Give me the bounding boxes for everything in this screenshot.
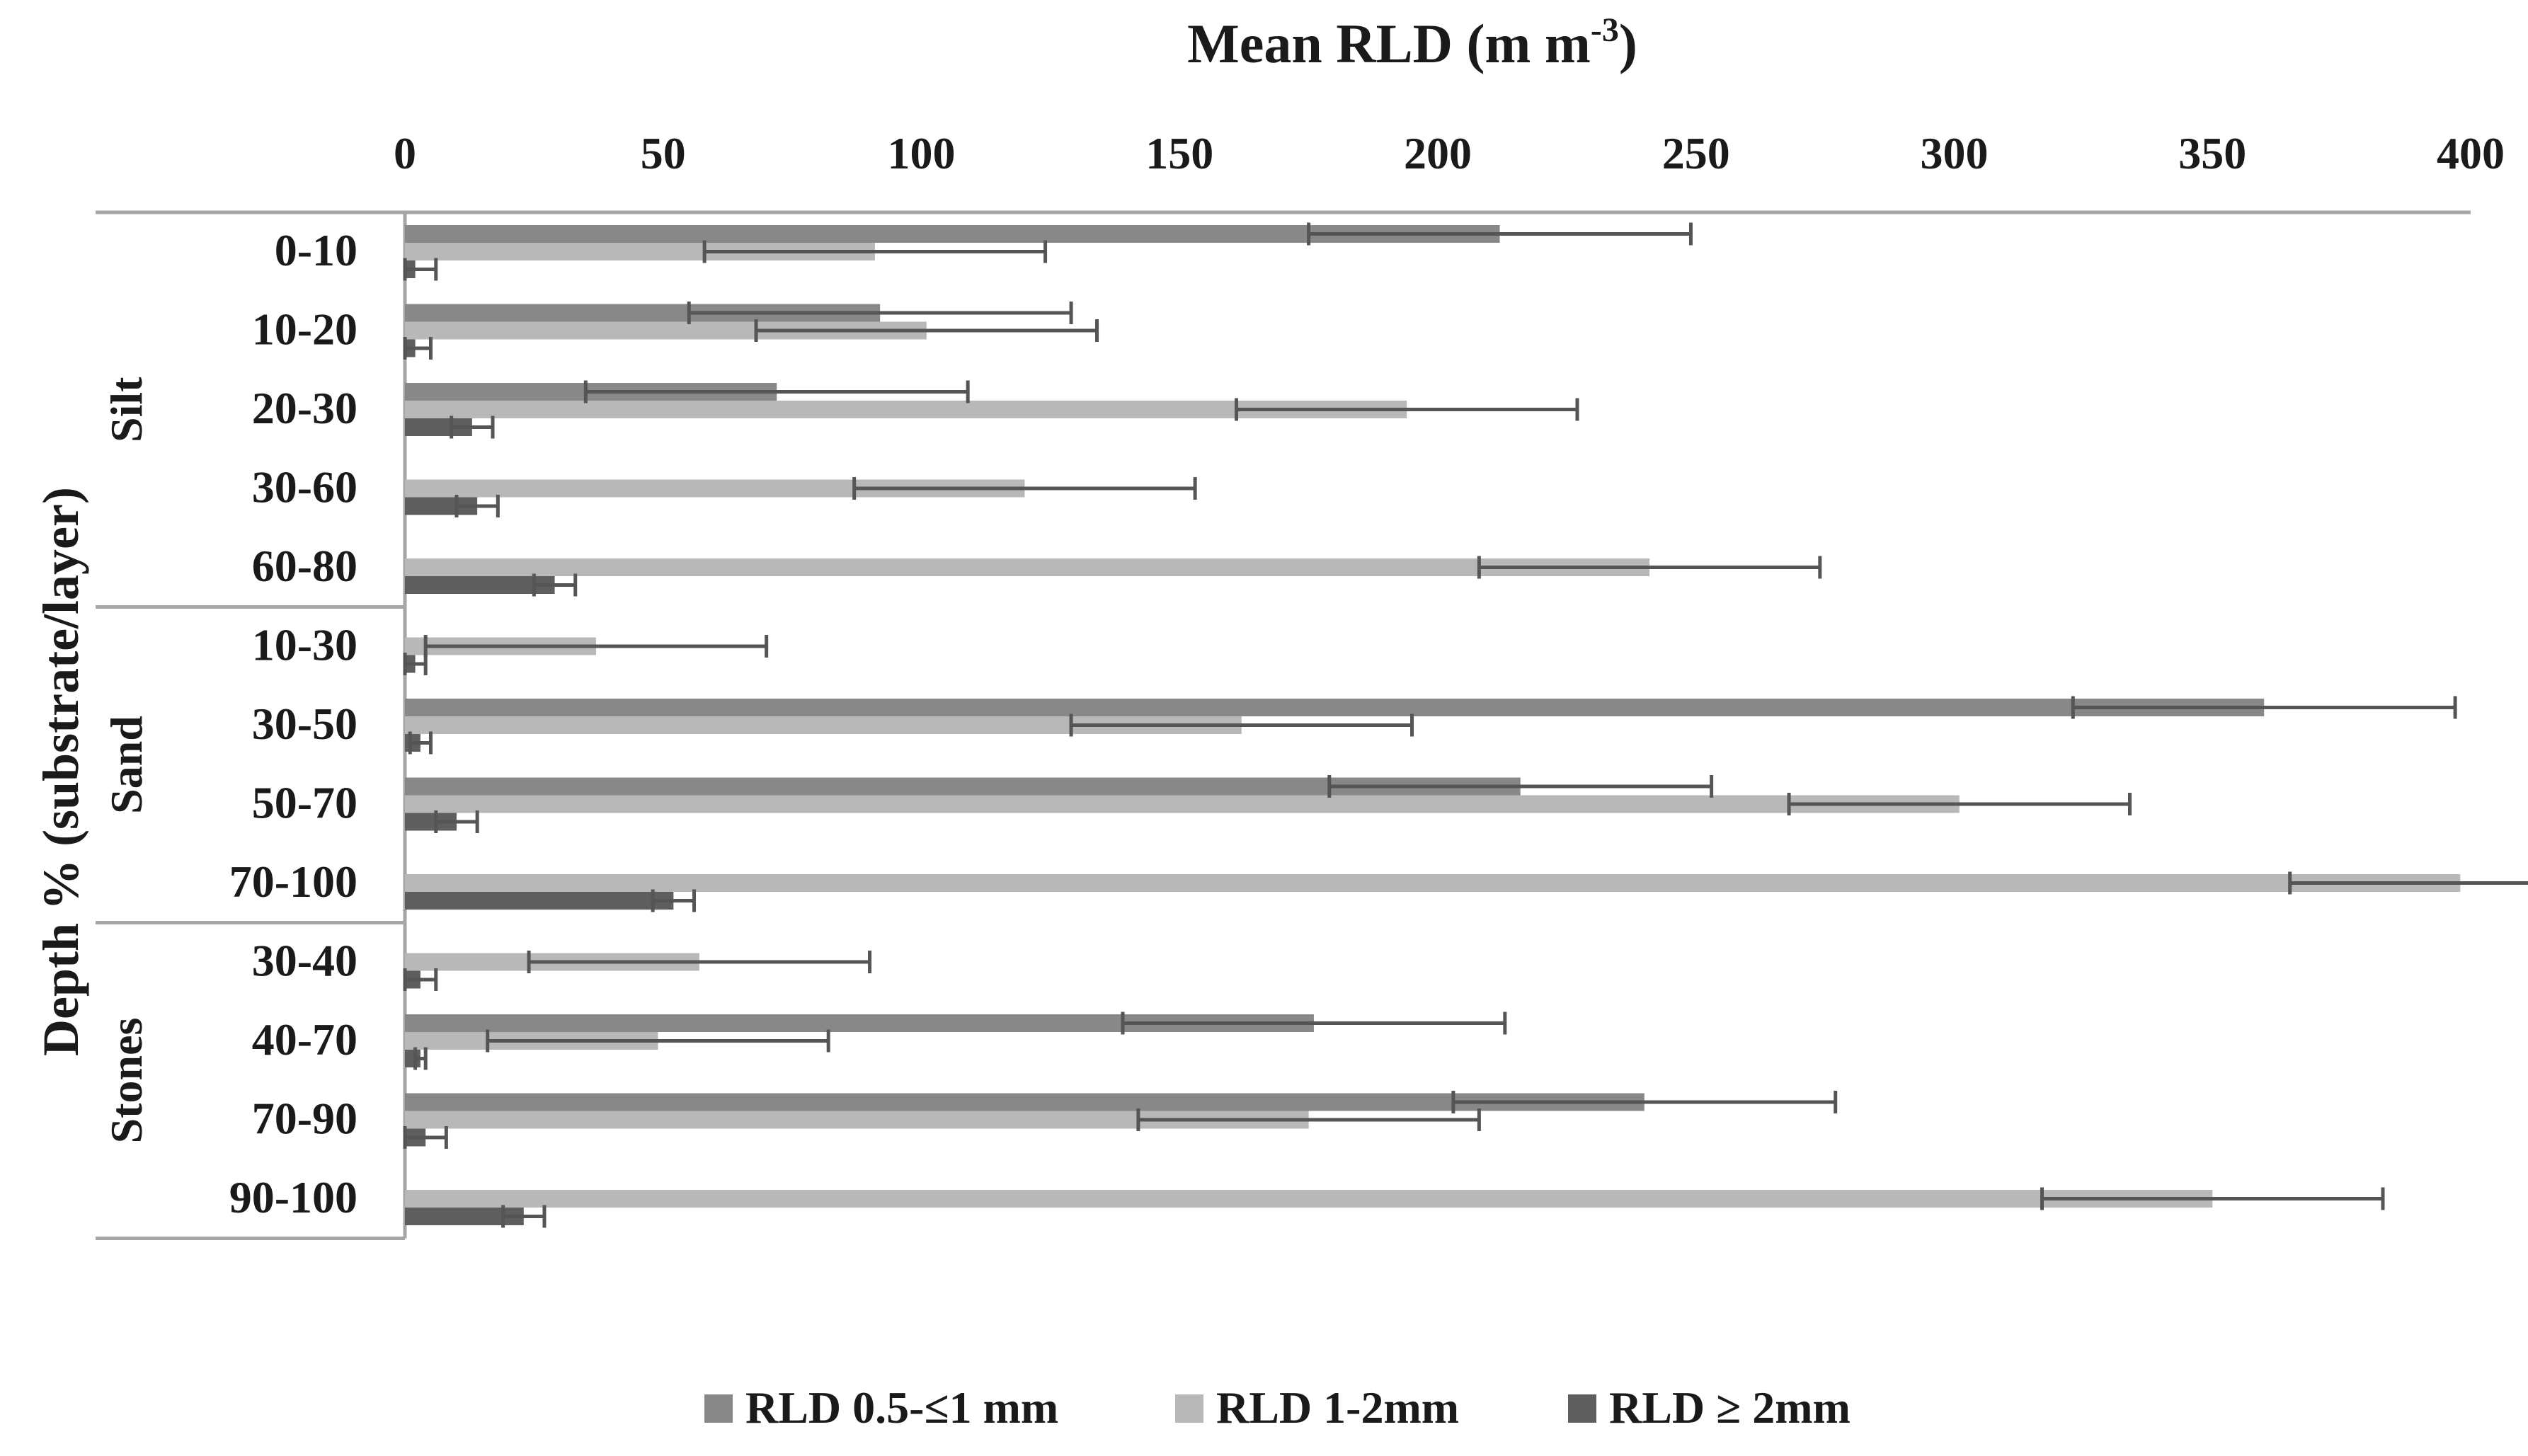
category-label: 10-30 — [252, 620, 358, 670]
x-tick-label: 400 — [2437, 128, 2505, 178]
x-tick-label: 200 — [1404, 128, 1472, 178]
bar — [405, 576, 555, 594]
category-labels: 0-10 10-20 20-30 30-60 60-80 10-30 30-50 50-70 7… — [229, 225, 358, 1222]
bar — [405, 892, 674, 910]
legend-label: RLD ≥ 2mm — [1609, 1382, 1851, 1433]
category-label: 10-20 — [252, 304, 358, 355]
chart-title: Mean RLD (m m-3) — [1187, 11, 1637, 74]
x-tick-label: 100 — [888, 128, 956, 178]
category-label: 20-30 — [252, 383, 358, 433]
category-label: 70-90 — [252, 1094, 358, 1144]
group-label: Sand — [101, 716, 151, 814]
legend-label: RLD 0.5-≤1 mm — [745, 1382, 1058, 1433]
legend-swatch — [1175, 1394, 1203, 1423]
x-tick-label: 50 — [641, 128, 686, 178]
x-tick-label: 300 — [1921, 128, 1989, 178]
bars — [405, 225, 2461, 1225]
category-label: 70-100 — [229, 856, 358, 907]
category-label: 50-70 — [252, 778, 358, 828]
group-label: Silt — [101, 377, 151, 442]
category-label: 60-80 — [252, 541, 358, 591]
y-axis-label: Depth % (substrate/layer) — [33, 487, 89, 1056]
group-labels: Silt Sand Stones — [101, 377, 151, 1144]
legend-label: RLD 1-2mm — [1216, 1382, 1459, 1433]
x-tick-label: 0 — [394, 128, 416, 178]
error-bars — [403, 222, 2528, 1228]
group-label: Stones — [101, 1018, 151, 1144]
bar — [405, 874, 2461, 892]
category-label: 90-100 — [229, 1172, 358, 1222]
x-tick-label: 250 — [1662, 128, 1730, 178]
category-label: 30-40 — [252, 936, 358, 986]
legend-swatch — [704, 1394, 733, 1423]
x-axis-ticks: 0 50 100 150 200 250 300 350 400 — [394, 128, 2505, 178]
category-label: 30-60 — [252, 462, 358, 512]
bar — [405, 1190, 2213, 1208]
legend: RLD 0.5-≤1 mm RLD 1-2mm RLD ≥ 2mm — [704, 1382, 1851, 1433]
category-label: 40-70 — [252, 1014, 358, 1065]
x-tick-label: 350 — [2178, 128, 2246, 178]
bar — [405, 699, 2265, 716]
legend-swatch — [1568, 1394, 1596, 1423]
bar — [405, 558, 1650, 576]
category-label: 30-50 — [252, 699, 358, 749]
category-label: 0-10 — [275, 225, 358, 275]
bar — [405, 1093, 1645, 1111]
bar — [405, 795, 1960, 813]
x-tick-label: 150 — [1145, 128, 1213, 178]
